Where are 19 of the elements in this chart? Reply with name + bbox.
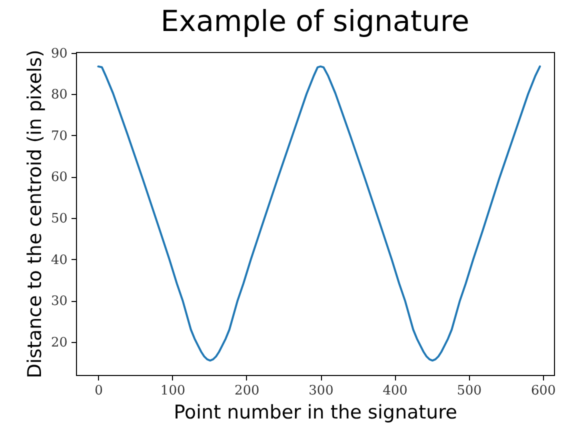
y-tick-label: 20 [50,335,68,350]
y-tick-label: 90 [50,46,68,62]
y-tick-label: 60 [50,170,68,186]
chart-title: Example of signature [160,4,470,38]
x-tick-label: 200 [234,384,260,398]
x-tick-label: 500 [456,384,482,398]
y-axis-title: Distance to the centroid (in pixels) [24,50,46,378]
x-axis-title: Point number in the signature [174,402,458,424]
y-tick-label: 40 [50,252,68,268]
x-tick-label: 100 [160,384,186,398]
y-tick-label: 30 [50,294,68,310]
x-tick-label: 600 [530,384,556,398]
line-series [97,65,541,362]
x-tick-label: 0 [94,384,103,398]
y-tick-label: 50 [50,212,68,227]
y-tick-label: 80 [50,88,68,103]
y-tick-label: 70 [50,128,68,144]
x-tick-label: 400 [382,384,408,398]
x-tick-label: 300 [308,384,334,398]
